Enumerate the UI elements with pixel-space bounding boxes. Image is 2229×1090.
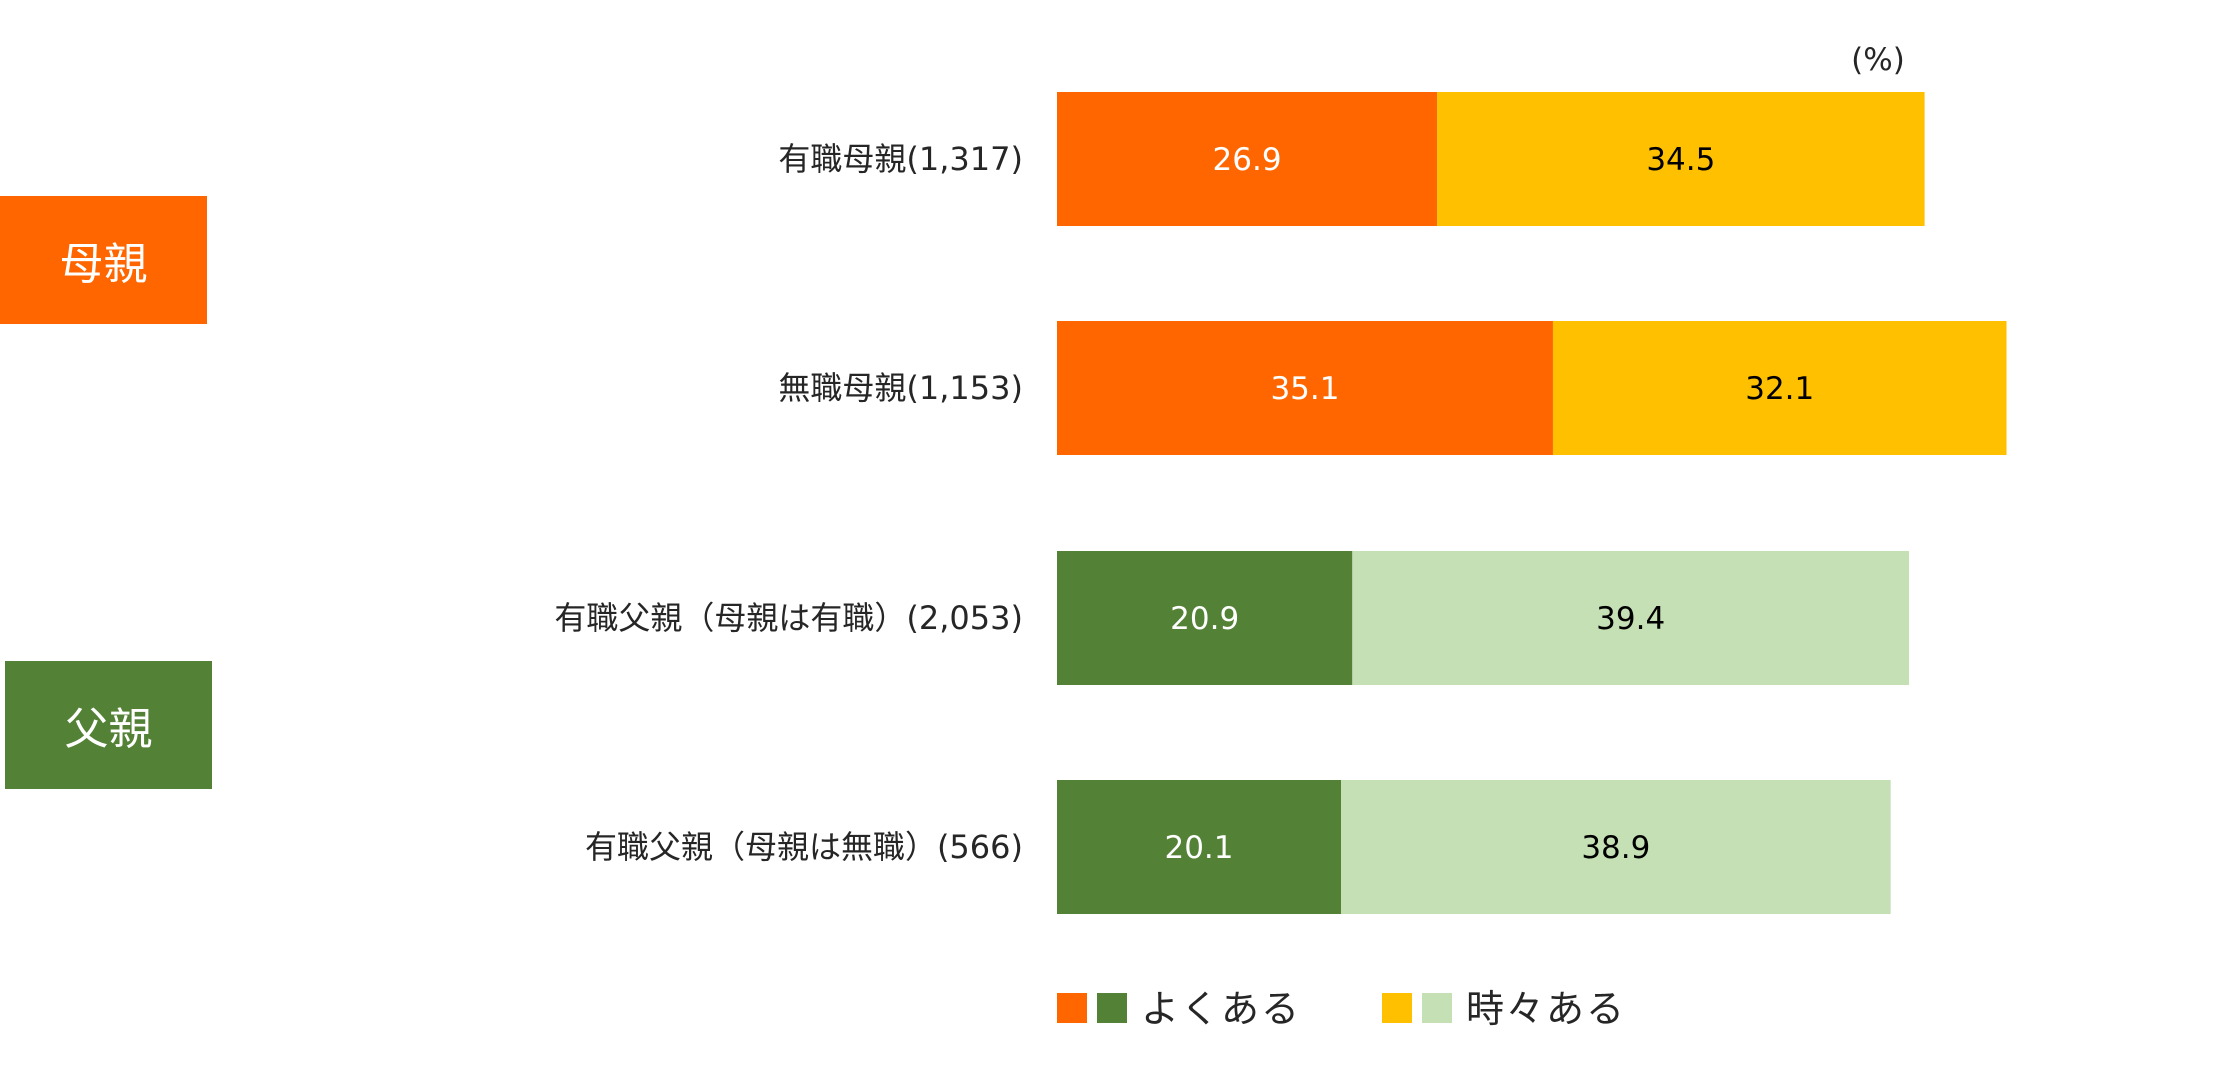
category-label: 無職母親(1,153): [778, 369, 1023, 407]
bar-segment: [1057, 321, 1553, 455]
data-label: 35.1: [1270, 371, 1339, 407]
bar-segment: [1057, 551, 1353, 685]
data-label: 38.9: [1581, 830, 1650, 866]
data-label: 26.9: [1213, 142, 1282, 178]
group-badge-mother: 母親: [0, 196, 207, 324]
bar-segment: [1057, 780, 1342, 914]
bar-segment: [1341, 780, 1891, 914]
data-label: 39.4: [1596, 601, 1665, 637]
group-badge-father: 父親: [5, 661, 212, 789]
bar-segment: [1437, 92, 1925, 226]
legend-swatch: [1057, 993, 1087, 1023]
legend-label: 時々ある: [1466, 987, 1626, 1031]
category-label: 有職父親（母親は無職）(566): [585, 828, 1023, 866]
legend-swatch: [1097, 993, 1127, 1023]
bar-segment: [1057, 92, 1438, 226]
legend-swatch: [1382, 993, 1412, 1023]
category-label: 有職父親（母親は有職）(2,053): [554, 599, 1023, 637]
unit-label: (%): [1851, 42, 1905, 78]
category-label: 有職母親(1,317): [778, 140, 1023, 178]
data-label: 20.9: [1170, 601, 1239, 637]
group-badge-mother-label: 母親: [59, 239, 148, 290]
bars-layer: 有職母親(1,317) 26.9 34.5 無職母親(1,153) 35.1 32.1 有職…: [554, 92, 2007, 914]
data-label: 34.5: [1646, 142, 1715, 178]
data-label: 32.1: [1745, 371, 1814, 407]
bar-segment: [1352, 551, 1910, 685]
data-label: 20.1: [1164, 830, 1233, 866]
bar-segment: [1552, 321, 2007, 455]
group-badge-father-label: 父親: [64, 704, 153, 755]
legend: よくある 時々ある: [1057, 987, 1626, 1031]
legend-swatch: [1422, 993, 1452, 1023]
legend-label: よくある: [1141, 987, 1301, 1031]
